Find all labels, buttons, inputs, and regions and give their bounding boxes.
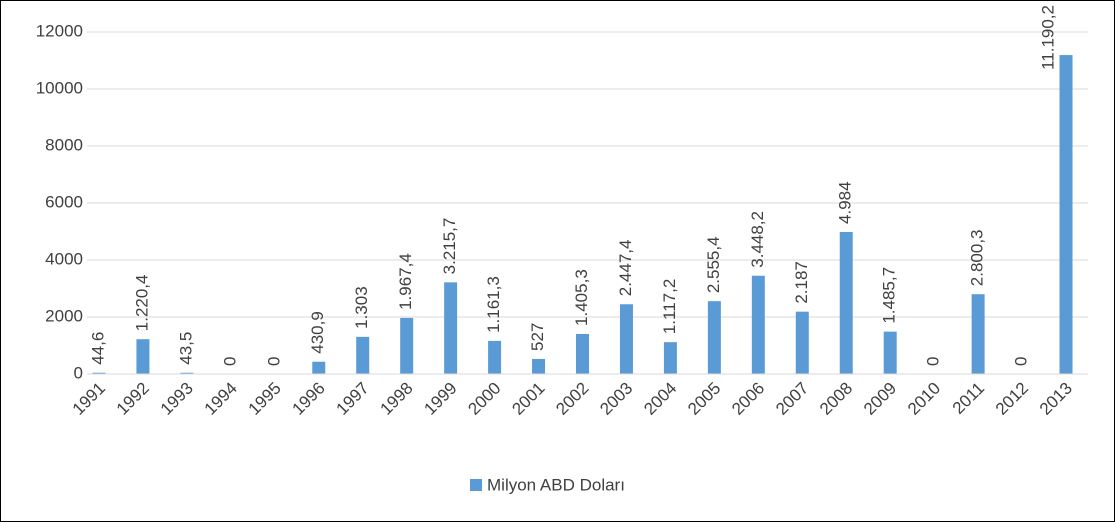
y-tick-label: 12000: [36, 21, 83, 40]
y-tick-label: 6000: [45, 192, 83, 211]
bar: [136, 339, 150, 374]
bar: [663, 342, 677, 374]
bar: [400, 317, 414, 374]
bar: [883, 331, 897, 374]
bar: [532, 358, 546, 374]
value-label: 2.555,4: [704, 236, 723, 293]
value-label: 44,6: [88, 332, 107, 365]
value-label: 1.303: [352, 286, 371, 329]
bar: [488, 340, 502, 374]
value-label: 0: [1012, 357, 1031, 366]
bar: [839, 231, 853, 374]
value-label: 2.800,3: [968, 229, 987, 286]
bar: [619, 304, 633, 374]
value-label: 527: [528, 323, 547, 351]
y-tick-label: 2000: [45, 306, 83, 325]
value-label: 0: [264, 357, 283, 366]
value-label: 2.447,4: [616, 240, 635, 297]
bar: [92, 372, 106, 374]
value-label: 1.405,3: [572, 269, 591, 326]
value-label: 3.215,7: [440, 218, 459, 275]
bar: [1059, 55, 1073, 375]
bar: [795, 311, 809, 374]
value-label: 430,9: [308, 311, 327, 354]
bar: [444, 282, 458, 374]
bar: [180, 372, 194, 374]
legend-label: Milyon ABD Doları: [487, 475, 625, 494]
value-label: 0: [220, 357, 239, 366]
value-label: 1.117,2: [660, 279, 679, 334]
value-label: 3.448,2: [748, 211, 767, 268]
bar: [576, 333, 589, 374]
bar: [971, 294, 985, 374]
value-label: 1.485,7: [880, 267, 899, 324]
legend-swatch: [470, 479, 482, 491]
bar: [751, 275, 765, 374]
value-label: 0: [924, 357, 943, 366]
y-tick-label: 4000: [45, 249, 83, 268]
y-tick-label: 0: [74, 363, 83, 382]
value-label: 1.967,4: [396, 253, 415, 310]
bar: [707, 301, 721, 374]
value-label: 2.187: [792, 261, 811, 304]
bar: [312, 361, 326, 374]
y-tick-label: 8000: [45, 135, 83, 154]
value-label: 43,5: [176, 332, 195, 365]
value-label: 4.984: [836, 181, 855, 224]
value-label: 11.190,2: [1039, 5, 1058, 70]
value-label: 1.161,3: [484, 276, 503, 333]
y-tick-label: 10000: [36, 78, 83, 97]
bar: [356, 336, 370, 374]
value-label: 1.220,4: [132, 274, 151, 331]
